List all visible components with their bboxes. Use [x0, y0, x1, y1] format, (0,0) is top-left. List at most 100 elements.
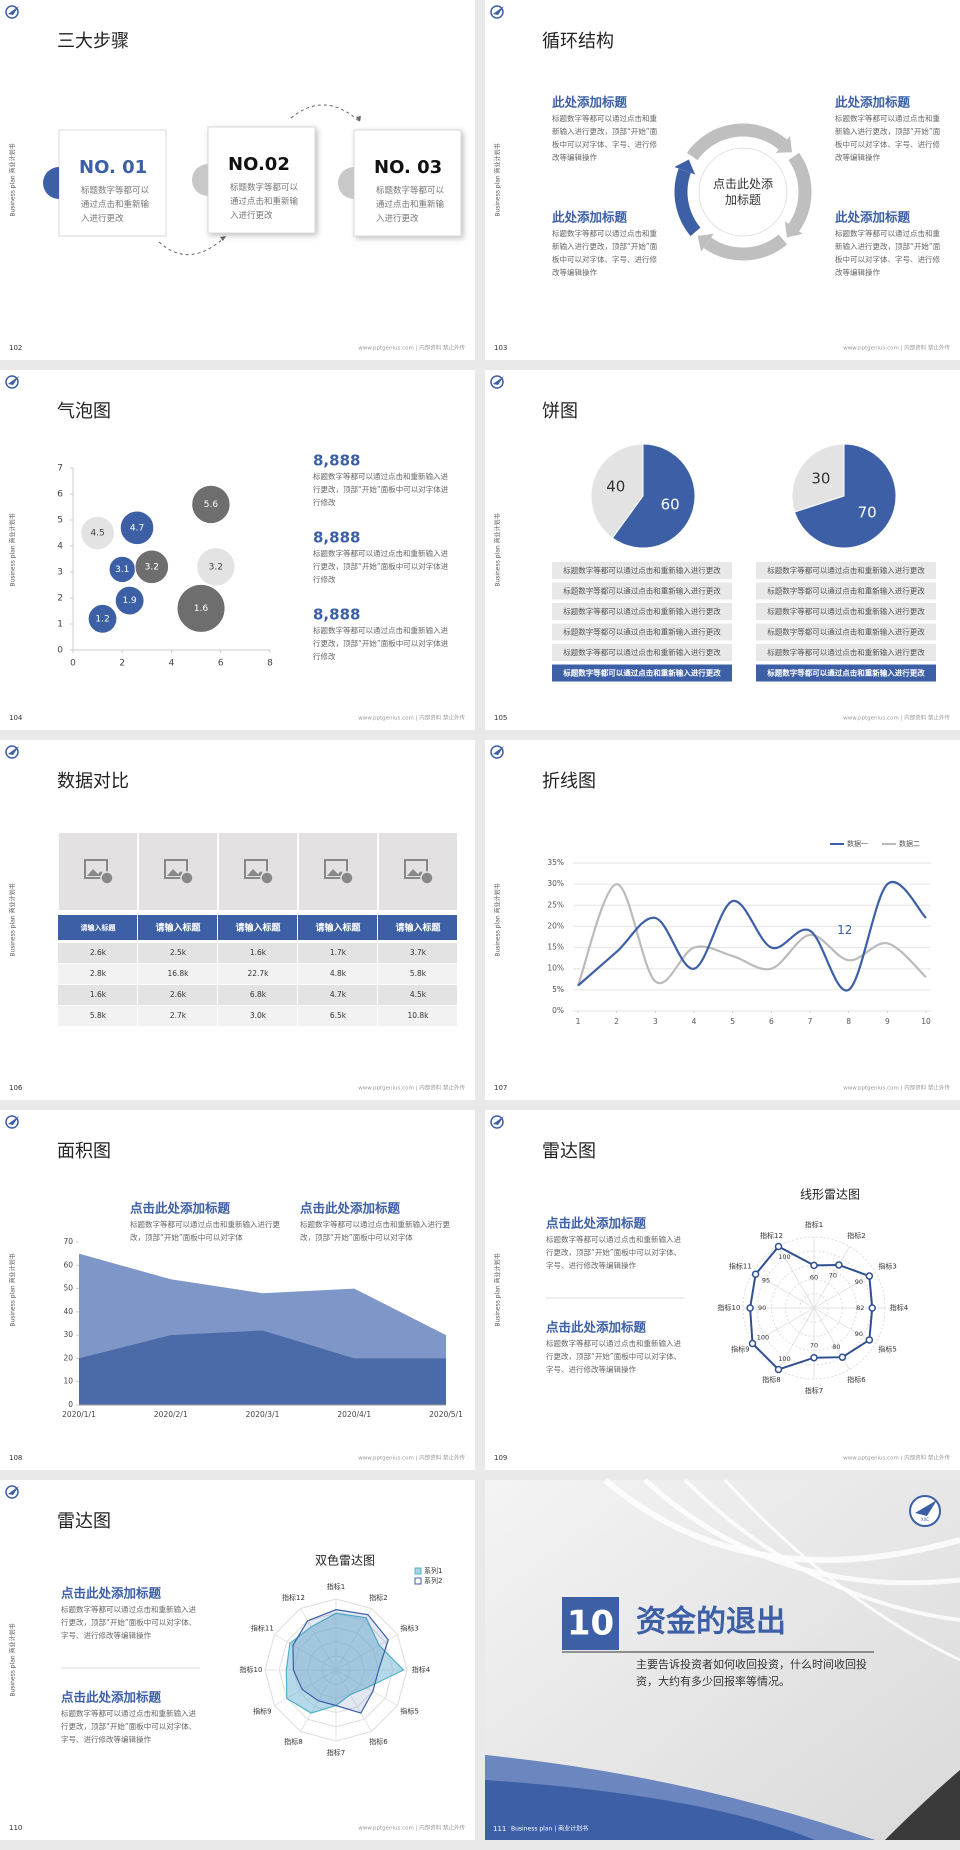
bubble-label: 4.5 — [90, 529, 104, 539]
pie-slice — [793, 443, 897, 549]
connector — [290, 104, 361, 123]
note-heading: 点击此处添加标题 — [300, 1201, 401, 1216]
slide-title: 饼图 — [542, 401, 578, 422]
bubble — [134, 549, 170, 585]
radar-spoke — [813, 1246, 850, 1309]
logo — [5, 5, 19, 19]
axis-label: 指标8 — [762, 1375, 780, 1384]
x-tick-label: 9 — [885, 1017, 890, 1026]
cell-text: 1.6k — [250, 948, 267, 957]
note-text-box: 标题数字等都可以通过点击和重新输入进行更改，顶部“开始”面板中可以对字体、字号、… — [546, 1339, 681, 1374]
item-text-box: 标题数字等都可以通过点击和重新输入进行更改，顶部“开始”面板中可以对字体、字号、… — [835, 229, 940, 277]
table-cell — [378, 943, 457, 963]
stat-value: 8,888 — [313, 452, 360, 470]
value-label: 82 — [856, 1304, 864, 1312]
axis-label: 指标2 — [369, 1593, 387, 1602]
pie-slice — [611, 443, 696, 549]
header-text: 请输入标题 — [155, 922, 201, 934]
note-text: 标题数字等都可以通过点击和重新输入进行更改，顶部“开始”面板中可以对字体、字号、… — [61, 1605, 197, 1640]
radar-spoke — [813, 1307, 876, 1344]
bubble-label: 3.2 — [145, 562, 159, 572]
logo — [5, 375, 19, 389]
value-label: 95 — [762, 1276, 770, 1284]
page-number: 102 — [9, 344, 22, 352]
cycle-arrowhead — [674, 159, 696, 175]
bubble — [196, 547, 236, 587]
list-item — [756, 623, 936, 641]
cycle-center-text: 点击此处添加标题 — [713, 177, 773, 207]
area — [79, 1330, 446, 1405]
y-tick-label: 60 — [63, 1260, 73, 1269]
x-tick-label: 2020/1/1 — [62, 1410, 96, 1419]
stat-text-box: 标题数字等都可以通过点击和重新输入进行更改，顶部“开始”面板中可以对字体进行修改 — [313, 472, 449, 507]
footer: www.pptgenius.com | 内部资料 禁止外传 — [843, 344, 950, 352]
image-icon — [180, 871, 194, 885]
table-cell — [58, 943, 137, 963]
stat-text: 标题数字等都可以通过点击和重新输入进行更改，顶部“开始”面板中可以对字体进行修改 — [313, 472, 449, 507]
y-tick-label: 1 — [57, 620, 63, 630]
side-label: Business plan 商业计划书 — [494, 883, 502, 956]
step-label: NO.02 — [228, 154, 290, 175]
logo — [493, 1116, 504, 1125]
axis-label: 指标9 — [731, 1345, 749, 1354]
header-cell — [58, 915, 137, 940]
image-icon — [100, 871, 114, 885]
x-tick-label: 8 — [846, 1017, 851, 1026]
axis-label: 指标5 — [878, 1345, 896, 1354]
slide: Business plan 商业计划书 102 www.pptgenius.com … — [0, 0, 475, 360]
note-text: 标题数字等都可以通过点击和重新输入进行更改，顶部“开始”面板中可以对字体 — [130, 1220, 280, 1242]
pie-label: 40 — [606, 478, 625, 496]
list-item — [756, 582, 936, 600]
list-item — [552, 623, 732, 641]
x-tick-label: 8 — [267, 659, 273, 669]
list-item-text: 标题数字等都可以通过点击和重新输入进行更改 — [563, 647, 721, 657]
logo — [8, 376, 19, 385]
value-label: 70 — [829, 1271, 837, 1279]
axis-label: 指标4 — [412, 1665, 431, 1674]
cell-text: 4.5k — [410, 990, 427, 999]
page-number: 106 — [9, 1084, 23, 1092]
axis-label: 指标4 — [890, 1303, 909, 1312]
radar-point — [774, 1365, 783, 1374]
chart-title: 线形雷达图 — [800, 1188, 860, 1202]
cycle-arrowhead — [697, 233, 714, 252]
cell-text: 5.8k — [410, 969, 427, 978]
x-tick-label: 2 — [119, 659, 125, 669]
image-icon — [164, 859, 188, 879]
axis-label: 指标7 — [805, 1386, 823, 1395]
logo — [915, 1500, 937, 1516]
legend-label: 系列1 — [424, 1566, 442, 1575]
cell-text: 6.8k — [250, 990, 267, 999]
step-text-box: 标题数字等都可以通过点击和重新输入进行更改 — [81, 186, 149, 224]
cell-text: 2.5k — [170, 948, 187, 957]
decor-wave — [485, 1755, 875, 1840]
note-text: 标题数字等都可以通过点击和重新输入进行更改，顶部“开始”面板中可以对字体、字号、… — [546, 1235, 682, 1270]
radar-spoke — [752, 1272, 815, 1309]
slide: Business plan 商业计划书 108 www.pptgenius.com … — [0, 1110, 475, 1470]
logo — [5, 745, 19, 759]
bubble — [80, 515, 115, 551]
value-label: 80 — [832, 1343, 840, 1351]
axis-label: 指标7 — [327, 1748, 345, 1757]
section-title: 资金的退出 — [636, 1605, 786, 1640]
list-item-text: 标题数字等都可以通过点击和重新输入进行更改 — [767, 627, 925, 637]
axis-label: 指标10 — [718, 1303, 741, 1312]
item-heading: 此处添加标题 — [835, 210, 911, 225]
side-label: Business plan 商业计划书 — [9, 1253, 17, 1326]
footer: www.pptgenius.com | 内部资料 禁止外传 — [358, 714, 465, 722]
note-text-box: 标题数字等都可以通过点击和重新输入进行更改，顶部“开始”面板中可以对字体、字号、… — [546, 1235, 682, 1270]
logo — [493, 746, 504, 755]
table-cell — [218, 943, 297, 963]
table-cell — [218, 985, 297, 1005]
x-tick-label: 10 — [921, 1017, 931, 1026]
slide: XXC 10 资金的退出主要告诉投资者如何收回投资，什么时间收回投资，大约有多少回报… — [485, 1477, 960, 1840]
cell-text: 1.7k — [330, 948, 347, 957]
note-text-box: 标题数字等都可以通过点击和重新输入进行更改，顶部“开始”面板中可以对字体、字号、… — [61, 1709, 196, 1744]
y-tick-label: 6 — [57, 490, 63, 500]
slide: Business plan 商业计划书 110 www.pptgenius.com … — [0, 1480, 475, 1840]
bubble — [176, 583, 226, 633]
step-label: NO. 01 — [79, 157, 147, 178]
page-number: 107 — [494, 1084, 507, 1092]
value-label: 90 — [758, 1304, 766, 1312]
